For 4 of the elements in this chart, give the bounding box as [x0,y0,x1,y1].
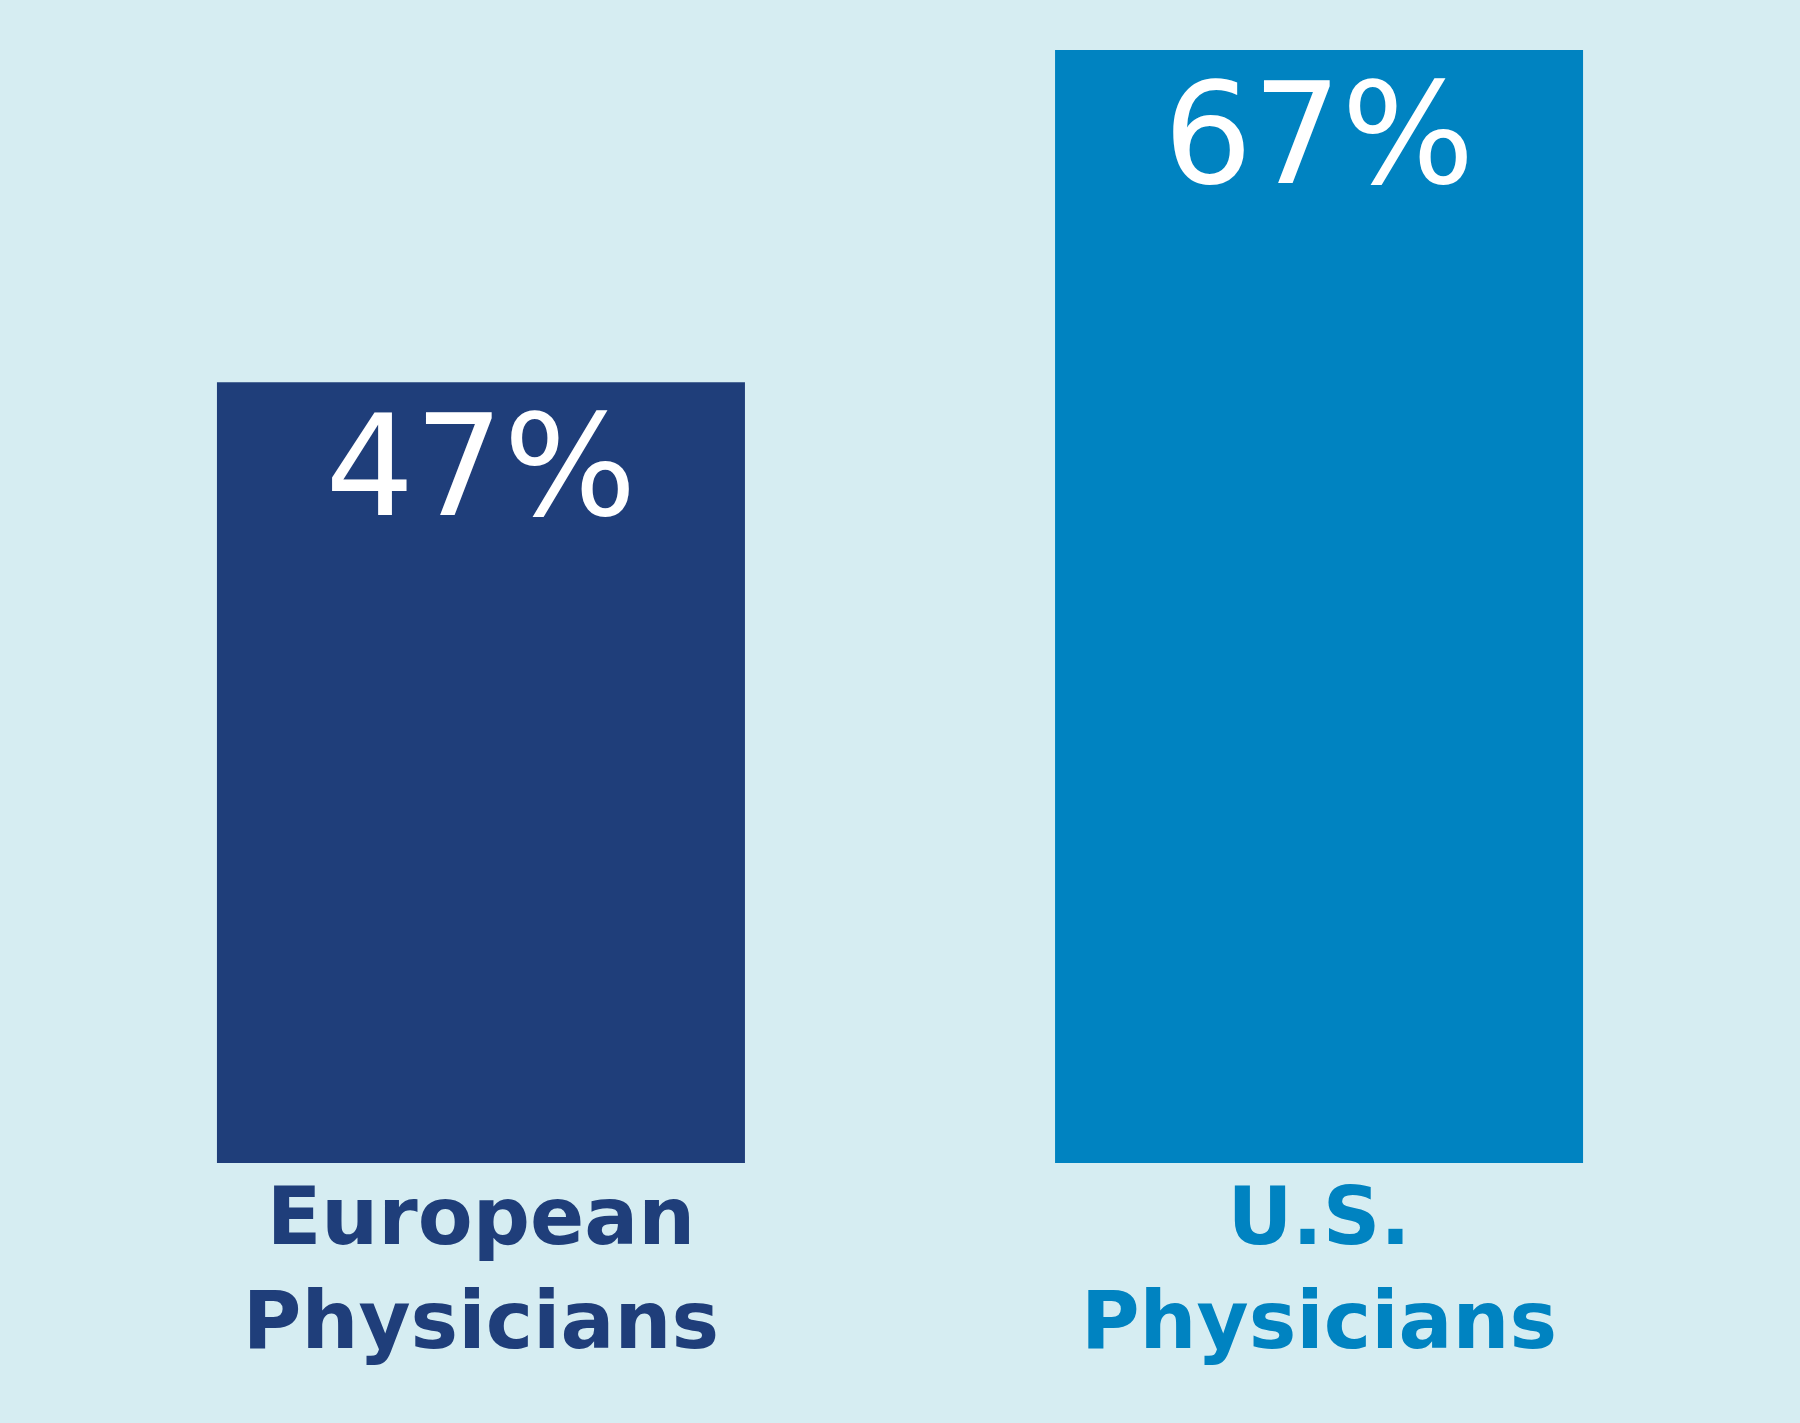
x-tick-label: U.S. Physicians [1080,1170,1558,1367]
data-label: 47% [325,385,637,549]
data-label: 67% [1163,53,1475,216]
x-tick-label: European Physicians [242,1170,720,1367]
